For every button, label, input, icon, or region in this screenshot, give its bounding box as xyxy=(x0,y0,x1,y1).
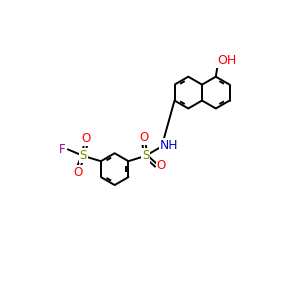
Text: F: F xyxy=(59,143,66,156)
Text: NH: NH xyxy=(160,139,178,152)
Text: S: S xyxy=(80,149,87,162)
Text: OH: OH xyxy=(217,54,236,67)
Text: O: O xyxy=(139,131,148,144)
Text: O: O xyxy=(73,166,83,179)
Text: S: S xyxy=(142,149,149,162)
Text: O: O xyxy=(157,159,166,172)
Text: O: O xyxy=(82,132,91,145)
